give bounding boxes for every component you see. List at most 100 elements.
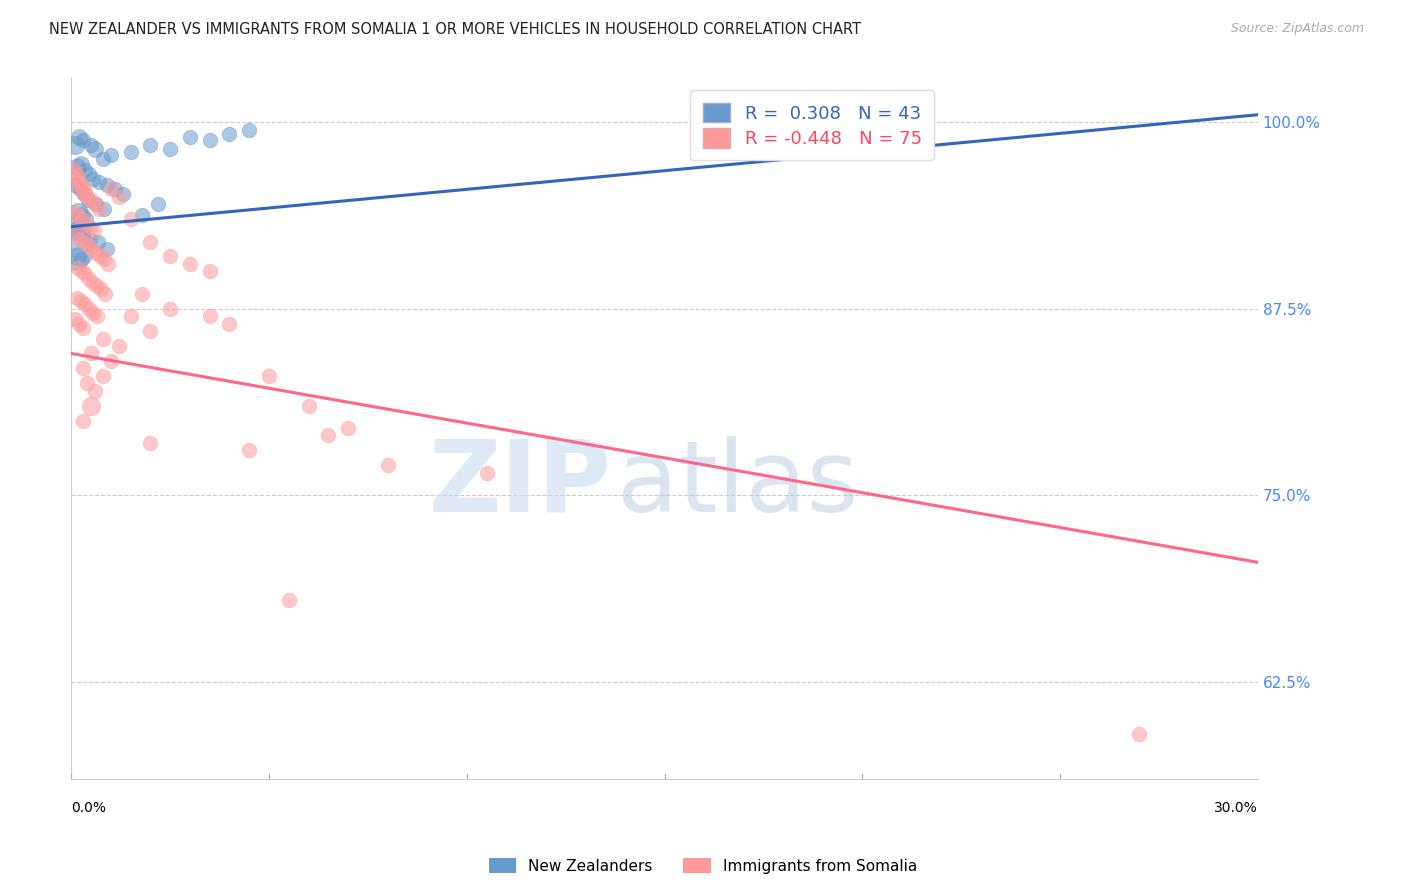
Point	[67, 204, 90, 219]
Point	[148, 197, 170, 211]
Point	[84, 384, 107, 398]
Point	[66, 261, 89, 276]
Point	[104, 182, 127, 196]
Point	[82, 172, 104, 186]
Point	[63, 137, 86, 152]
Point	[72, 182, 94, 196]
Text: atlas: atlas	[617, 435, 859, 533]
Point	[84, 246, 107, 260]
Point	[96, 242, 118, 256]
Point	[75, 186, 97, 201]
Point	[84, 197, 107, 211]
Point	[80, 399, 103, 413]
Point	[179, 130, 201, 145]
Point	[159, 250, 181, 264]
Point	[63, 217, 86, 231]
Point	[107, 190, 129, 204]
Point	[84, 142, 107, 156]
Point	[76, 237, 98, 252]
Point	[72, 133, 94, 147]
Point	[73, 186, 96, 201]
Point	[67, 208, 90, 222]
Point	[69, 231, 91, 245]
Point	[63, 168, 86, 182]
Point	[80, 242, 103, 256]
Point	[75, 217, 97, 231]
Point	[67, 317, 90, 331]
Point	[80, 137, 103, 152]
Point	[79, 272, 101, 286]
Point	[94, 286, 117, 301]
Point	[96, 178, 118, 192]
Point	[107, 339, 129, 353]
Point	[91, 368, 114, 383]
Point	[86, 279, 108, 293]
Point	[76, 193, 98, 207]
Text: NEW ZEALANDER VS IMMIGRANTS FROM SOMALIA 1 OR MORE VEHICLES IN HOUSEHOLD CORRELA: NEW ZEALANDER VS IMMIGRANTS FROM SOMALIA…	[49, 22, 862, 37]
Point	[82, 277, 104, 291]
Point	[1128, 727, 1150, 741]
Point	[75, 163, 97, 178]
Point	[139, 324, 162, 338]
Point	[67, 130, 90, 145]
Point	[198, 264, 221, 278]
Point	[84, 197, 107, 211]
Text: 30.0%: 30.0%	[1215, 801, 1258, 815]
Point	[131, 208, 153, 222]
Point	[100, 148, 122, 162]
Point	[159, 301, 181, 316]
Point	[179, 257, 201, 271]
Point	[72, 414, 94, 428]
Point	[120, 145, 142, 159]
Point	[66, 250, 89, 264]
Point	[72, 321, 94, 335]
Point	[72, 208, 94, 222]
Point	[257, 368, 280, 383]
Point	[77, 168, 100, 182]
Point	[80, 193, 103, 207]
Text: ZIP: ZIP	[429, 435, 612, 533]
Point	[87, 175, 110, 189]
Point	[73, 235, 96, 249]
Point	[62, 242, 84, 256]
Point	[297, 399, 319, 413]
Point	[67, 175, 90, 189]
Point	[76, 376, 98, 391]
Point	[66, 172, 89, 186]
Point	[75, 268, 97, 282]
Point	[77, 301, 100, 316]
Point	[198, 309, 221, 323]
Point	[100, 354, 122, 368]
Point	[70, 178, 93, 192]
Legend: New Zealanders, Immigrants from Somalia: New Zealanders, Immigrants from Somalia	[482, 852, 924, 880]
Point	[75, 212, 97, 227]
Point	[139, 436, 162, 450]
Point	[111, 186, 134, 201]
Point	[67, 222, 90, 236]
Point	[79, 219, 101, 234]
Point	[66, 160, 89, 174]
Point	[69, 294, 91, 309]
Point	[238, 122, 260, 136]
Point	[318, 428, 340, 442]
Point	[120, 309, 142, 323]
Point	[63, 312, 86, 326]
Point	[80, 346, 103, 360]
Point	[91, 332, 114, 346]
Point	[79, 231, 101, 245]
Point	[93, 202, 115, 216]
Point	[93, 252, 115, 267]
Point	[159, 142, 181, 156]
Point	[86, 309, 108, 323]
Text: Source: ZipAtlas.com: Source: ZipAtlas.com	[1230, 22, 1364, 36]
Point	[475, 466, 498, 480]
Point	[90, 282, 112, 296]
Point	[238, 443, 260, 458]
Point	[82, 306, 104, 320]
Point	[63, 204, 86, 219]
Point	[69, 182, 91, 196]
Point	[89, 250, 111, 264]
Point	[70, 252, 93, 267]
Point	[139, 137, 162, 152]
Point	[198, 133, 221, 147]
